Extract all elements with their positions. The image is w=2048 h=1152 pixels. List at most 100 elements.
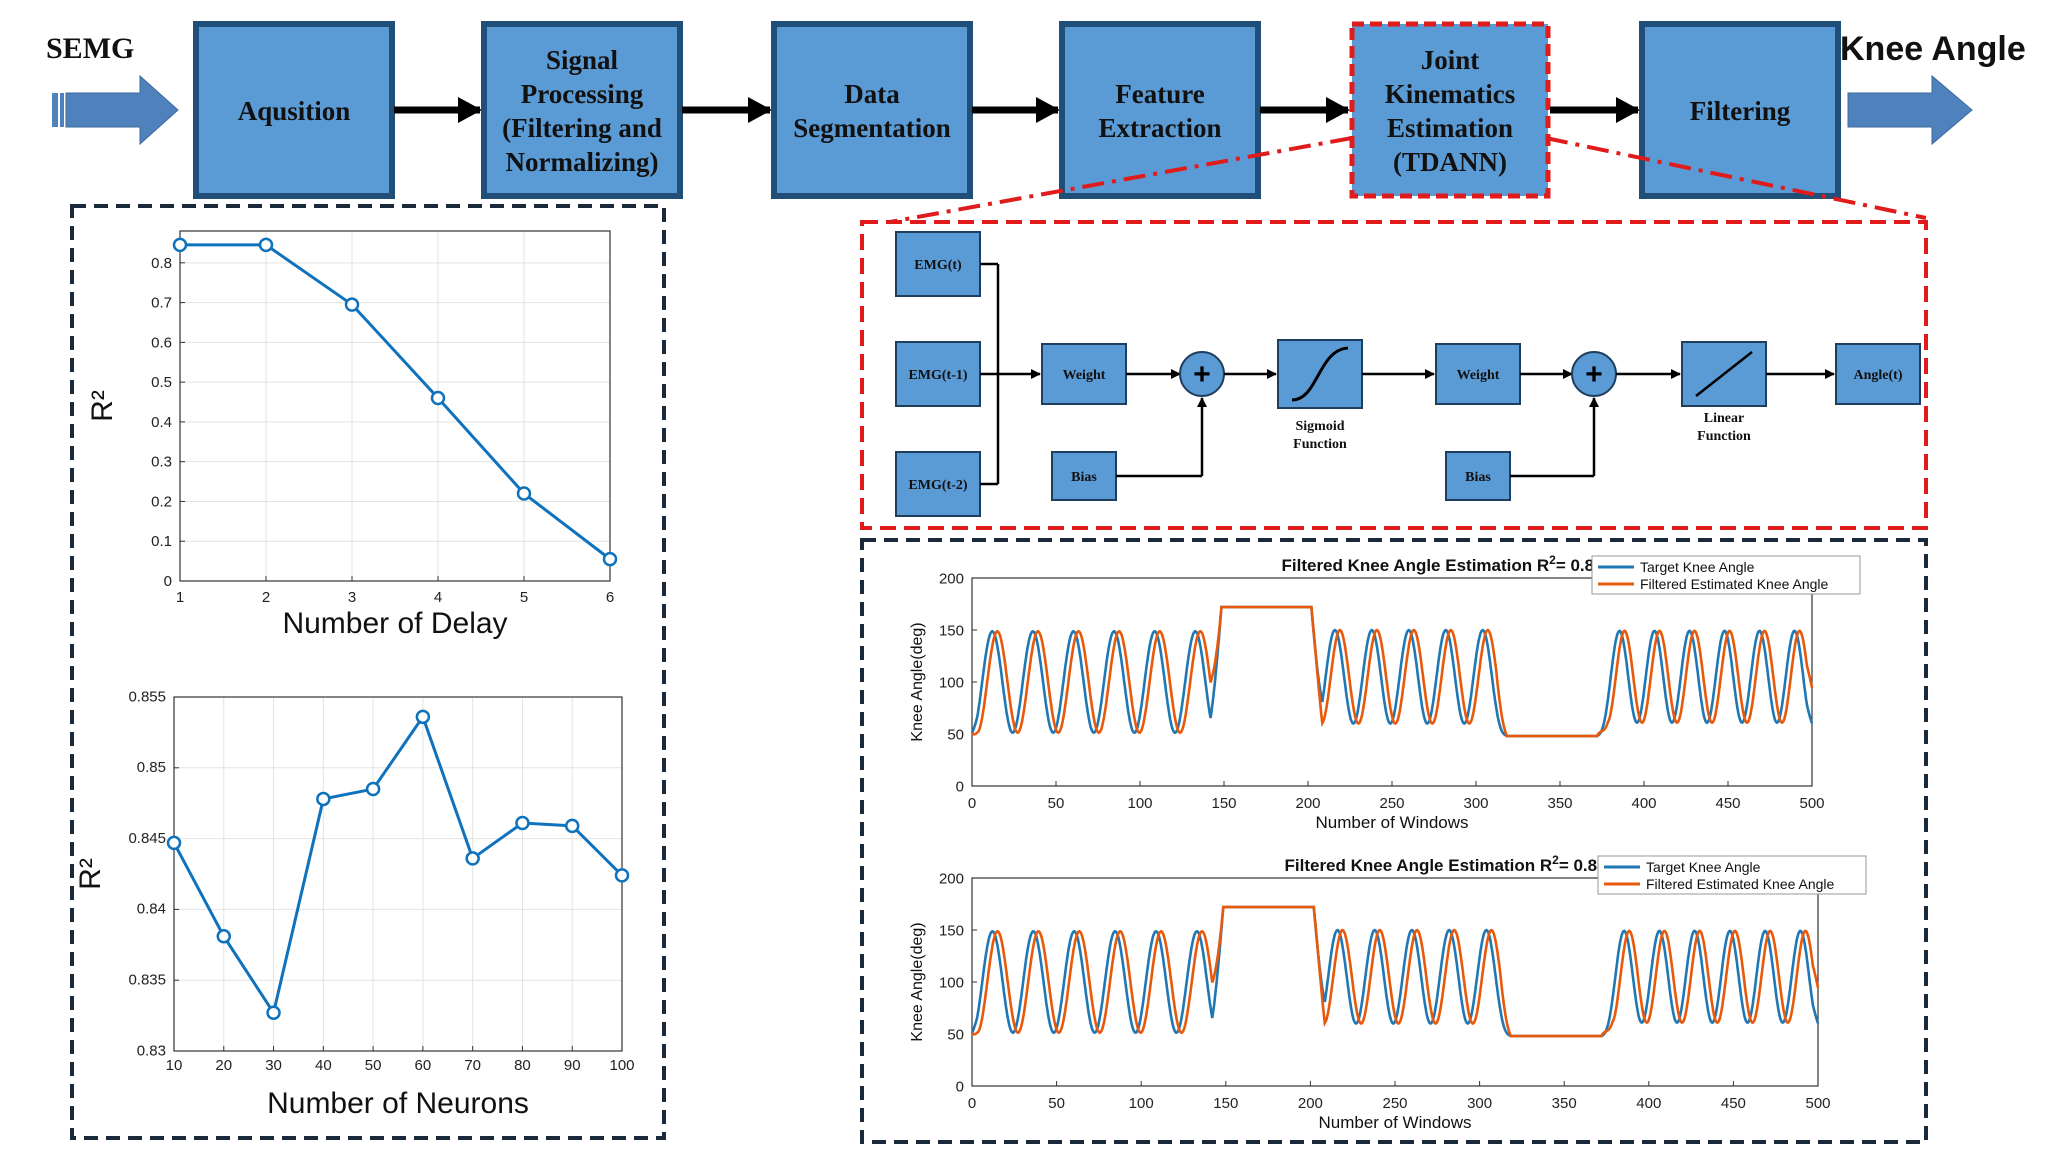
x-axis-label: Number of Windows: [1315, 813, 1468, 832]
pipeline-step-label: Filtering: [1690, 96, 1791, 126]
data-point: [268, 1007, 280, 1019]
data-point: [346, 299, 358, 311]
y-tick-label: 0.855: [128, 688, 166, 705]
knee-angle-estimation-chart-2: 0 50 100 150 200 250 300 350 400 450 5000501001502…: [909, 853, 1866, 1132]
y-tick-label: 200: [939, 570, 964, 587]
input-label: SEMG: [46, 32, 134, 65]
pipeline-step-label: Data: [844, 79, 900, 109]
plot-area: [174, 697, 622, 1051]
legend-label: Filtered Estimated Knee Angle: [1646, 876, 1835, 892]
sigmoid-label: Sigmoid: [1295, 419, 1344, 434]
y-tick-label: 0.5: [151, 374, 172, 391]
pipeline-step-label: Joint: [1421, 45, 1480, 75]
x-axis-label: Number of Windows: [1318, 1113, 1471, 1132]
data-point: [260, 239, 272, 251]
pipeline-step-label: Kinematics: [1385, 79, 1515, 109]
pipeline-box: [774, 24, 970, 196]
y-tick-label: 200: [939, 870, 964, 887]
node-label: EMG(t-2): [908, 478, 967, 493]
y-tick-label: 50: [947, 726, 964, 743]
y-tick-label: 150: [939, 622, 964, 639]
x-tick-label: 80: [514, 1057, 531, 1074]
output-node: Angle(t): [1836, 344, 1920, 404]
pipeline-step-6: Filtering: [1642, 24, 1838, 196]
y-tick-label: 0.1: [151, 533, 172, 550]
x-tick-label: 40: [315, 1057, 332, 1074]
x-tick-label: 50: [1048, 795, 1065, 812]
pipeline-step-label: (Filtering and: [502, 113, 662, 143]
y-tick-label: 0.8: [151, 255, 172, 272]
x-tick-label: 1: [176, 589, 184, 606]
chart-title: Filtered Knee Angle Estimation R2= 0.849…: [1285, 853, 1626, 875]
delay-r2-chart: 1 2 3 4 5 600.10.20.30.40.50.60.70.8Number of…: [86, 231, 616, 640]
x-tick-label: 400: [1631, 795, 1656, 812]
input-node-3: EMG(t-2): [896, 452, 980, 516]
pipeline-step-1: Aqusition: [196, 24, 392, 196]
y-tick-label: 50: [947, 1026, 964, 1043]
data-point: [566, 820, 578, 832]
data-point: [467, 852, 479, 864]
node-label: Angle(t): [1854, 368, 1903, 383]
chart-title: Filtered Knee Angle Estimation R2= 0.849…: [1282, 553, 1623, 575]
data-point: [518, 488, 530, 500]
pipeline-box: [1062, 24, 1258, 196]
x-tick-label: 150: [1211, 795, 1236, 812]
y-tick-label: 0.2: [151, 493, 172, 510]
data-point: [604, 553, 616, 565]
y-tick-label: 0.4: [151, 414, 172, 431]
pipeline-step-label: Estimation: [1387, 113, 1513, 143]
y-tick-label: 100: [939, 974, 964, 991]
y-axis-label: R²: [74, 858, 107, 890]
x-tick-label: 250: [1379, 795, 1404, 812]
pipeline-step-4: Feature Extraction: [1062, 24, 1258, 196]
pipeline-step-5: Joint Kinematics Estimation (TDANN): [1352, 24, 1548, 196]
data-point: [616, 869, 628, 881]
data-point: [417, 711, 429, 723]
x-tick-label: 300: [1467, 1095, 1492, 1112]
node-label: Bias: [1465, 470, 1491, 485]
pipeline-step-label: Extraction: [1099, 113, 1222, 143]
bias2-node: Bias: [1446, 452, 1510, 500]
weight2-node: Weight: [1436, 344, 1520, 404]
x-tick-label: 100: [1129, 1095, 1154, 1112]
y-tick-label: 0.7: [151, 295, 172, 312]
x-tick-label: 150: [1213, 1095, 1238, 1112]
weight1-node: Weight: [1042, 344, 1126, 404]
node-label: Bias: [1071, 470, 1097, 485]
x-tick-label: 200: [1298, 1095, 1323, 1112]
plot-area: [180, 231, 610, 581]
pipeline-step-label: (TDANN): [1393, 147, 1507, 177]
node-label: EMG(t-1): [908, 368, 967, 383]
node-label: EMG(t): [914, 258, 962, 273]
data-point: [218, 930, 230, 942]
x-tick-label: 5: [520, 589, 528, 606]
pipeline-step-label: Signal: [546, 45, 619, 75]
data-point: [317, 793, 329, 805]
x-tick-label: 500: [1799, 795, 1824, 812]
x-tick-label: 70: [464, 1057, 481, 1074]
y-axis-label: Knee Angle(deg): [909, 922, 926, 1041]
input-node-1: EMG(t): [896, 232, 980, 296]
y-tick-label: 100: [939, 674, 964, 691]
pipeline-step-label: Segmentation: [793, 113, 951, 143]
data-point: [432, 392, 444, 404]
sigmoid-node: [1278, 340, 1362, 408]
x-tick-label: 90: [564, 1057, 581, 1074]
x-axis-label: Number of Neurons: [267, 1087, 529, 1120]
x-tick-label: 350: [1547, 795, 1572, 812]
pipeline-step-label: Feature: [1115, 79, 1204, 109]
y-tick-label: 0.83: [137, 1042, 166, 1059]
chart-legend: Target Knee AngleFiltered Estimated Knee…: [1598, 856, 1866, 894]
x-tick-label: 100: [1127, 795, 1152, 812]
linear-label: Function: [1697, 429, 1751, 444]
x-tick-label: 450: [1721, 1095, 1746, 1112]
x-tick-label: 400: [1636, 1095, 1661, 1112]
y-tick-label: 0.3: [151, 454, 172, 471]
x-tick-label: 0: [968, 1095, 976, 1112]
x-tick-label: 10: [166, 1057, 183, 1074]
x-tick-label: 0: [968, 795, 976, 812]
node-label: Weight: [1457, 368, 1500, 383]
y-tick-label: 0.6: [151, 334, 172, 351]
pipeline-step-label: Normalizing): [506, 147, 659, 177]
